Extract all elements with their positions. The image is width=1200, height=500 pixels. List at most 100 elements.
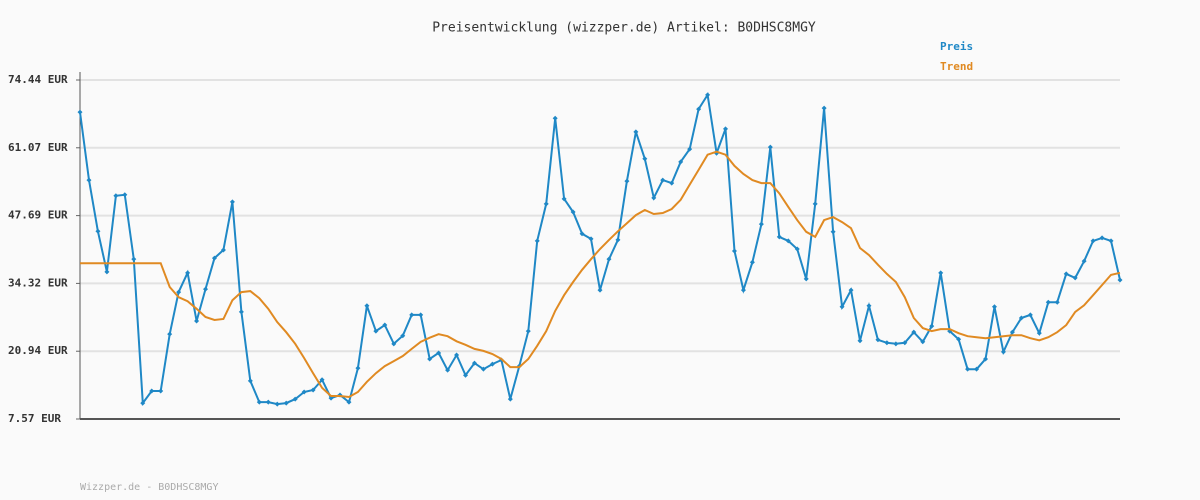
point-marker — [310, 387, 316, 393]
point-marker — [660, 177, 666, 183]
point-marker — [1108, 238, 1114, 244]
point-marker — [830, 229, 836, 235]
point-marker — [803, 276, 809, 282]
point-marker — [875, 337, 881, 343]
y-tick-label: 74.44 EUR — [8, 73, 68, 86]
point-marker — [507, 396, 513, 402]
point-marker — [140, 400, 146, 406]
point-marker — [1063, 271, 1069, 277]
y-tick-label: 20.94 EUR — [8, 344, 68, 357]
point-marker — [633, 129, 639, 135]
point-marker — [122, 192, 128, 198]
point-marker — [391, 341, 397, 347]
point-marker — [920, 339, 926, 345]
point-marker — [229, 199, 235, 205]
point-marker — [418, 312, 424, 318]
point-marker — [651, 195, 657, 201]
point-marker — [346, 399, 352, 405]
point-marker — [731, 248, 737, 254]
point-marker — [866, 303, 872, 309]
point-marker — [642, 156, 648, 162]
chart-title: Preisentwicklung (wizzper.de) Artikel: B… — [432, 21, 816, 36]
point-marker — [355, 365, 361, 371]
point-marker — [821, 105, 827, 111]
point-marker — [149, 388, 155, 394]
point-marker — [220, 247, 226, 253]
point-marker — [445, 367, 451, 373]
point-marker — [436, 350, 442, 356]
point-marker — [1081, 258, 1087, 264]
y-tick-label: 61.07 EUR — [8, 141, 68, 154]
point-marker — [758, 221, 764, 227]
point-marker — [1036, 330, 1042, 336]
point-marker — [543, 201, 549, 207]
point-marker — [606, 256, 612, 262]
point-marker — [893, 341, 899, 347]
point-marker — [615, 237, 621, 243]
point-marker — [1000, 349, 1006, 355]
point-marker — [256, 399, 262, 405]
point-marker — [624, 178, 630, 184]
point-marker — [991, 304, 997, 310]
point-marker — [274, 401, 280, 407]
point-marker — [158, 388, 164, 394]
point-marker — [409, 312, 415, 318]
point-marker — [597, 287, 603, 293]
point-marker — [678, 159, 684, 165]
point-marker — [956, 336, 962, 342]
point-marker — [812, 201, 818, 207]
point-marker — [382, 322, 388, 328]
point-marker — [489, 361, 495, 367]
point-marker — [767, 144, 773, 150]
point-marker — [1090, 238, 1096, 244]
point-marker — [454, 352, 460, 358]
point-marker — [131, 256, 137, 262]
point-marker — [427, 356, 433, 362]
point-marker — [839, 304, 845, 310]
point-marker — [579, 231, 585, 237]
point-marker — [776, 234, 782, 240]
point-marker — [265, 399, 271, 405]
point-marker — [1072, 275, 1078, 281]
point-marker — [400, 333, 406, 339]
point-marker — [588, 236, 594, 242]
point-marker — [983, 356, 989, 362]
point-marker — [696, 106, 702, 112]
point-marker — [848, 287, 854, 293]
point-marker — [167, 331, 173, 337]
point-marker — [552, 115, 558, 121]
footer: Wizzper.de - B0DHSC8MGY — [80, 482, 218, 493]
point-marker — [104, 269, 110, 275]
legend-entry: Trend — [940, 60, 973, 73]
point-marker — [1027, 312, 1033, 318]
point-marker — [749, 259, 755, 265]
point-marker — [929, 323, 935, 329]
point-marker — [687, 146, 693, 152]
point-marker — [113, 193, 119, 199]
point-marker — [463, 372, 469, 378]
point-marker — [373, 328, 379, 334]
point-marker — [301, 389, 307, 395]
point-marker — [86, 177, 92, 183]
point-marker — [1018, 315, 1024, 321]
point-marker — [525, 328, 531, 334]
point-marker — [561, 196, 567, 202]
point-marker — [911, 329, 917, 335]
point-marker — [857, 338, 863, 344]
point-marker — [319, 377, 325, 383]
point-marker — [211, 255, 217, 261]
point-marker — [974, 366, 980, 372]
point-marker — [292, 396, 298, 402]
point-marker — [95, 228, 101, 234]
point-marker — [480, 366, 486, 372]
point-marker — [740, 287, 746, 293]
point-marker — [669, 180, 675, 186]
point-marker — [723, 126, 729, 132]
point-marker — [247, 378, 253, 384]
point-marker — [238, 309, 244, 315]
point-marker — [364, 303, 370, 309]
legend-entry: Preis — [940, 40, 973, 53]
point-marker — [785, 238, 791, 244]
point-marker — [185, 270, 191, 276]
